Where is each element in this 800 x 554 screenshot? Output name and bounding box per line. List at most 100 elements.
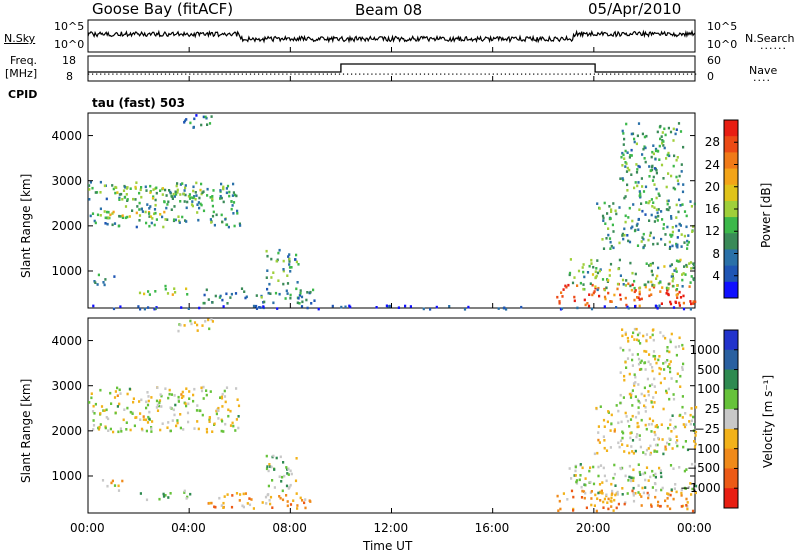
heatmap-cell [137,305,140,308]
heatmap-cell [632,494,635,497]
heatmap-cell [600,489,603,493]
heatmap-cell [624,501,627,504]
heatmap-cell [117,484,120,488]
heatmap-cell [668,154,671,158]
heatmap-cell [269,502,272,506]
nave-dot [432,73,434,75]
nave-dot [403,73,405,75]
heatmap-cell [145,498,149,502]
heatmap-cell [658,366,661,370]
nave-dot [326,73,328,75]
heatmap-cell [615,506,618,510]
heatmap-cell [626,151,629,154]
nave-dot [585,73,587,75]
heatmap-cell [184,193,187,197]
heatmap-cell [107,417,110,421]
heatmap-cell [147,290,150,293]
heatmap-cell [110,481,113,485]
heatmap-cell [621,493,624,496]
heatmap-cell [629,154,632,157]
heatmap-cell [190,203,194,206]
heatmap-cell [631,132,635,136]
heatmap-cell [638,438,641,441]
heatmap-cell [657,214,660,218]
heatmap-cell [100,405,104,408]
heatmap-cell [172,192,175,196]
heatmap-cell [639,195,642,199]
heatmap-cell [429,308,432,311]
nave-dot [156,73,158,75]
heatmap-cell [642,451,645,454]
heatmap-cell [648,294,651,298]
heatmap-cell [660,488,663,492]
nave-dot [440,73,442,75]
heatmap-cell [282,259,285,263]
heatmap-cell [186,293,189,296]
heatmap-cell [176,191,179,194]
heatmap-cell [682,362,685,366]
heatmap-cell [105,408,108,412]
nave-dot [278,73,280,75]
heatmap-cell [694,300,697,304]
heatmap-cell [195,181,198,185]
heatmap-cell [144,210,147,214]
heatmap-cell [220,182,223,186]
freq-tick-top: 18 [62,54,76,67]
heatmap-cell [164,287,167,291]
nave-dot [334,73,336,75]
heatmap-cell [640,504,643,507]
heatmap-cell [632,492,635,495]
heatmap-cell [138,201,141,205]
heatmap-cell [125,193,128,196]
power-heatmap [88,114,697,311]
heatmap-cell [651,179,655,182]
heatmap-cell [591,283,594,287]
heatmap-cell [685,504,688,507]
heatmap-cell [234,193,237,197]
heatmap-cell [620,155,623,159]
heatmap-cell [236,398,239,401]
heatmap-cell [145,189,148,192]
heatmap-cell [639,361,642,364]
heatmap-cell [662,140,665,143]
heatmap-cell [196,420,199,423]
heatmap-cell [114,185,117,189]
heatmap-cell [214,294,217,298]
heatmap-cell [90,392,93,395]
heatmap-cell [642,237,645,241]
heatmap-cell [268,499,271,502]
heatmap-cell [109,427,112,431]
heatmap-cell [232,201,236,204]
heatmap-cell [687,486,690,489]
nave-dot [541,73,543,75]
heatmap-cell [180,306,183,309]
heatmap-cell [636,433,639,436]
heatmap-cell [296,301,299,305]
heatmap-cell [167,496,170,499]
heatmap-cell [637,362,641,366]
nave-dot [193,73,195,75]
nave-dot [108,73,110,75]
heatmap-cell [637,296,640,299]
colorbar-segment [724,233,738,250]
heatmap-cell [91,212,95,215]
heatmap-cell [301,499,304,502]
heatmap-cell [208,418,211,422]
heatmap-cell [192,399,195,403]
heatmap-cell [575,479,579,482]
heatmap-cell [621,232,624,236]
heatmap-cell [614,209,617,213]
heatmap-cell [227,414,230,418]
heatmap-cell [177,400,180,403]
heatmap-cell [153,212,156,216]
heatmap-cell [670,235,673,238]
heatmap-cell [693,462,697,466]
heatmap-cell [652,242,655,246]
heatmap-cell [639,192,642,196]
heatmap-cell [658,372,661,376]
heatmap-cell [623,450,626,453]
heatmap-cell [570,489,574,493]
heatmap-cell [126,198,129,201]
heatmap-cell [220,429,223,433]
heatmap-cell [633,140,636,144]
